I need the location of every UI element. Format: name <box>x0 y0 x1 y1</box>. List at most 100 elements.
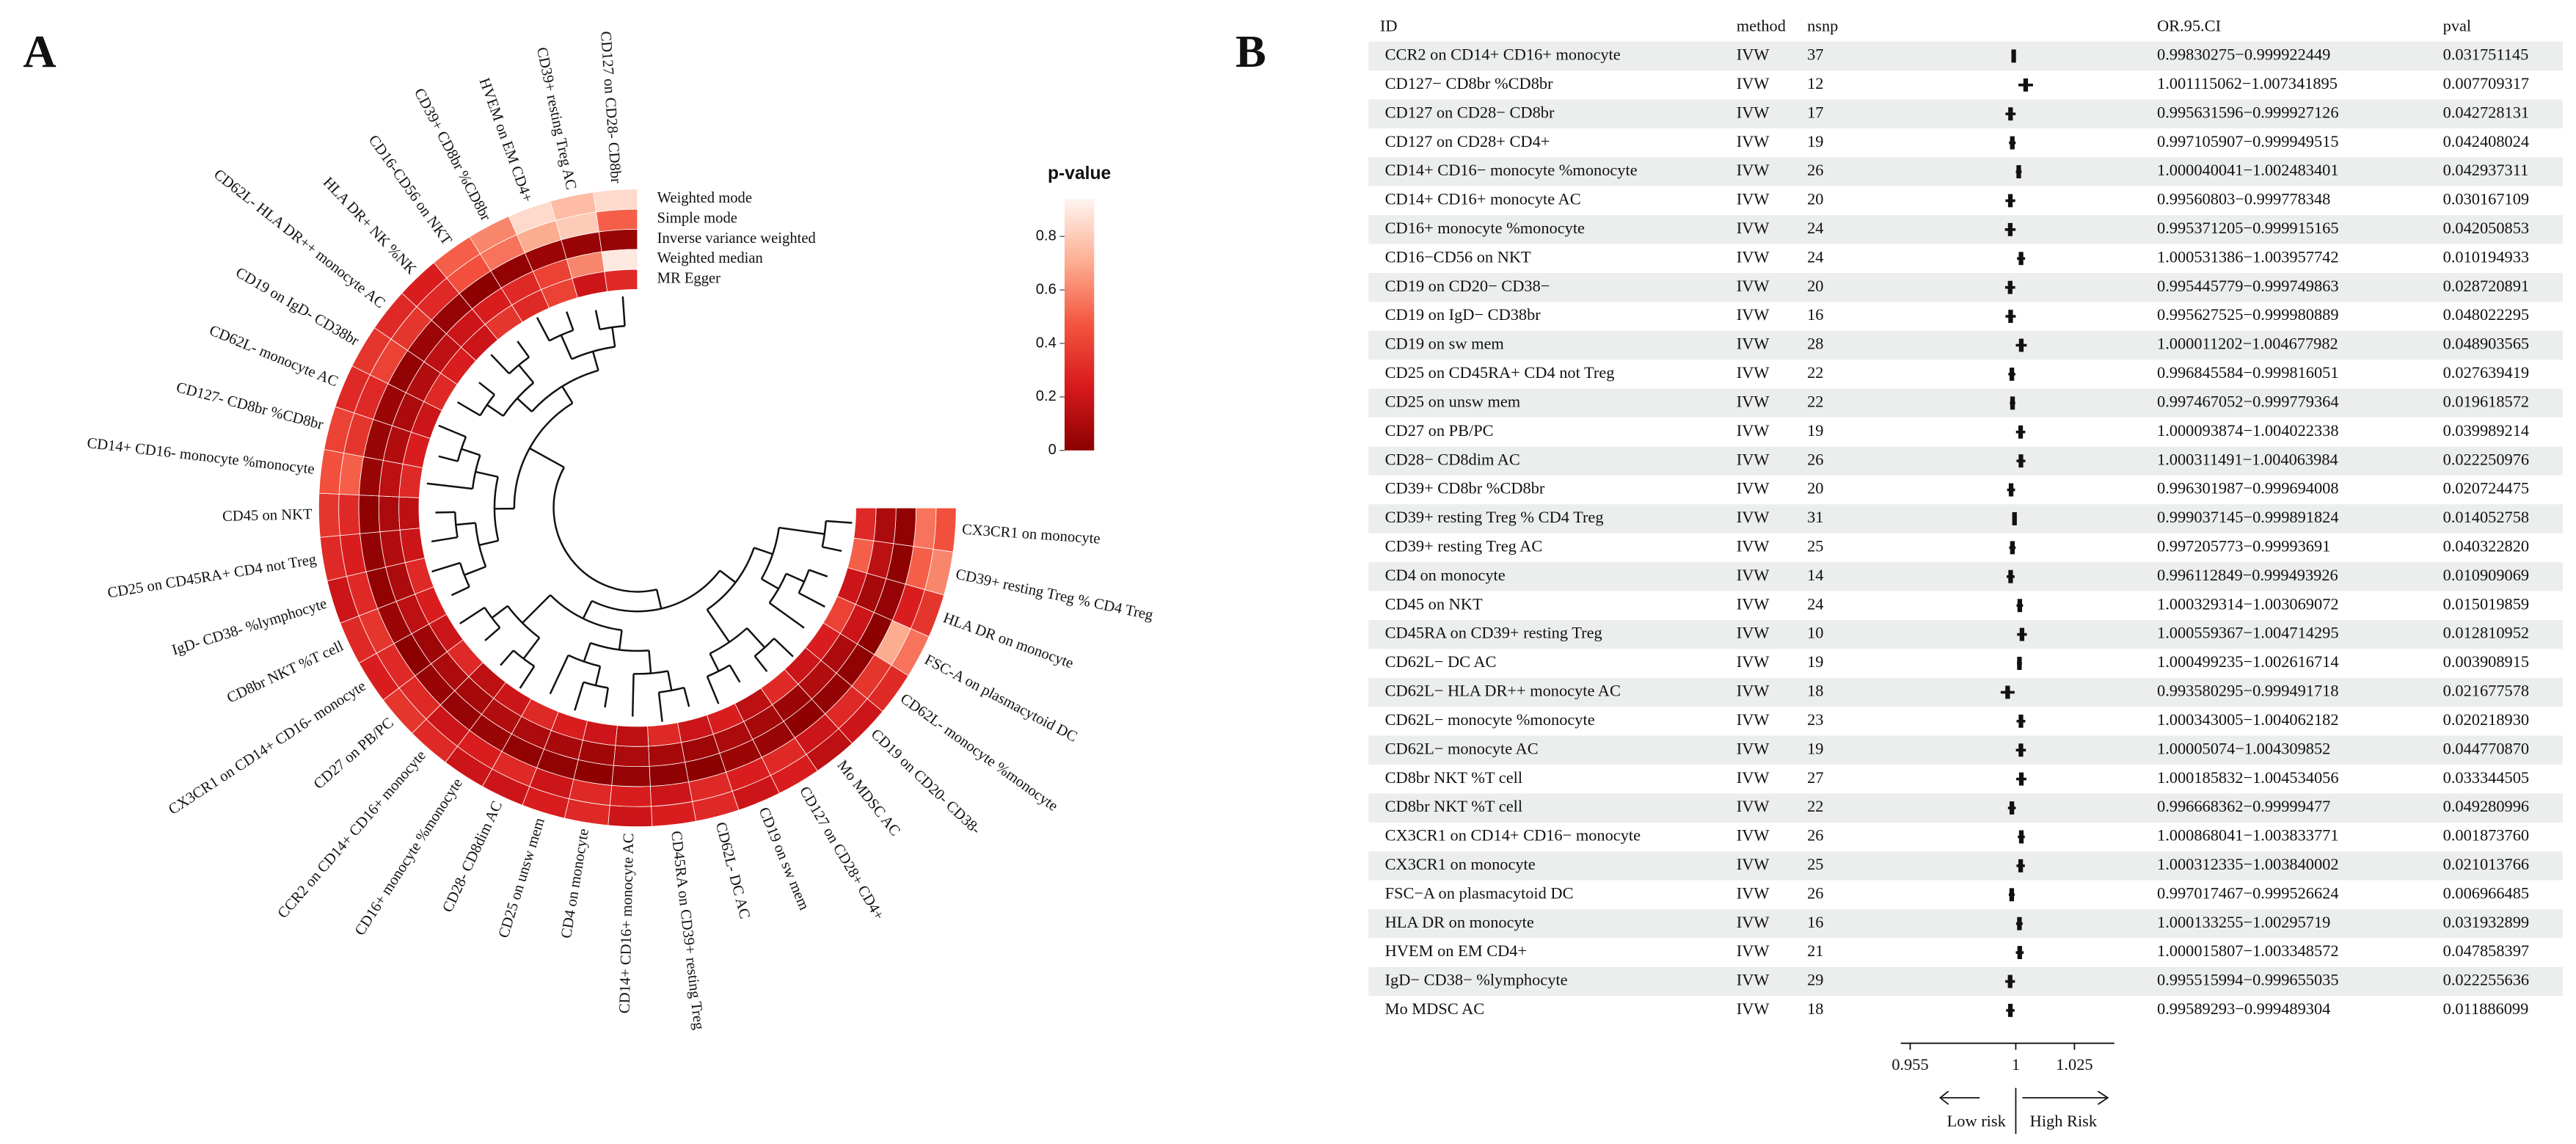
dendrogram-branch <box>822 546 842 553</box>
panel-label: B <box>1236 26 1266 77</box>
dendrogram-branch <box>561 385 574 404</box>
cell: 0.995445779−0.999749863 <box>2157 277 2339 295</box>
row-shade <box>1368 677 2564 707</box>
or-point <box>2007 974 2013 988</box>
dendrogram <box>426 296 853 722</box>
cell: 26 <box>1807 883 1823 902</box>
or-point <box>2008 483 2014 497</box>
cell: CD45 on NKT <box>1385 594 1483 613</box>
cell: 18 <box>1807 999 1823 1018</box>
or-point <box>2010 541 2015 555</box>
cell: 0.993580295−0.999491718 <box>2157 682 2339 700</box>
cell: 0.042728131 <box>2443 103 2529 121</box>
cell: 0.995515994−0.999655035 <box>2157 971 2339 989</box>
dendrogram-branch <box>456 522 476 526</box>
cell: 24 <box>1807 247 1823 266</box>
row-shade <box>1368 330 2564 360</box>
colorbar <box>1064 199 1095 451</box>
cell: 21 <box>1807 941 1823 960</box>
risk-arrows <box>1939 1087 2109 1134</box>
cell: 20 <box>1807 277 1823 295</box>
cell: 1.000343005−1.004062182 <box>2157 710 2339 729</box>
dendrogram-branch <box>754 547 773 555</box>
dendrogram-branch <box>821 520 827 547</box>
cell: CD127− CD8br %CD8br <box>1385 74 1553 92</box>
cell: 1.00005074−1.004309852 <box>2157 739 2330 757</box>
cell: CD16−CD56 on NKT <box>1385 247 1531 266</box>
cell: 16 <box>1807 305 1823 324</box>
cell: 1.000329314−1.003069072 <box>2157 594 2339 613</box>
cell: 0.997205773−0.99993691 <box>2157 537 2330 555</box>
cell: IVW <box>1737 247 1770 266</box>
cell: CD62L− DC AC <box>1385 652 1497 671</box>
cell: IVW <box>1737 103 1770 121</box>
dendrogram-branch <box>479 394 495 416</box>
trait-label: CX3CR1 on CD14+ CD16- monocyte <box>166 678 369 818</box>
heatmap-cell <box>893 507 916 547</box>
forest-table: ID method nsnp OR.95.CI pval CCR2 on CD14+ CD… <box>1368 16 2564 1134</box>
dendrogram-branch <box>667 671 673 691</box>
dendrogram-branch <box>768 573 787 604</box>
cell: CD14+ CD16− monocyte %monocyte <box>1385 161 1638 179</box>
cell: 0.012810952 <box>2443 624 2529 642</box>
cell: 0.996845584−0.999816051 <box>2157 363 2339 382</box>
cell: IVW <box>1737 652 1770 671</box>
cell: IVW <box>1737 508 1770 526</box>
column-header: nsnp <box>1807 16 1838 34</box>
cell: 19 <box>1807 652 1823 671</box>
dendrogram-branch <box>618 630 623 650</box>
dendrogram-branch <box>431 561 461 573</box>
dendrogram-branch <box>560 335 573 360</box>
dendrogram-branch <box>591 351 599 371</box>
trait-label: CD45RA on CD39+ resting Treg <box>668 830 707 1030</box>
cell: CD62L− HLA DR++ monocyte AC <box>1385 682 1621 700</box>
cell: CD8br NKT %T cell <box>1385 797 1522 815</box>
cell: 0.997017467−0.999526624 <box>2157 883 2339 902</box>
cell: IVW <box>1737 450 1770 468</box>
dendrogram-branch <box>512 649 535 667</box>
cell: CD62L− monocyte %monocyte <box>1385 710 1595 729</box>
cell: 0.022250976 <box>2443 450 2529 468</box>
cell: 0.996301987−0.999694008 <box>2157 479 2339 498</box>
heatmap-cell <box>613 745 650 767</box>
dendrogram-branch <box>707 664 731 677</box>
trait-label: HVEM on EM CD4+ <box>476 76 536 204</box>
cell: FSC−A on plasmacytoid DC <box>1385 883 1574 902</box>
or-point <box>2018 743 2024 757</box>
dendrogram-branch <box>450 586 470 597</box>
colorbar-tick-label: 0.4 <box>1036 335 1057 351</box>
or-point <box>2007 280 2013 294</box>
dendrogram-branch <box>459 606 486 624</box>
or-point <box>2018 772 2024 786</box>
cell: 22 <box>1807 392 1823 410</box>
trait-label: CD25 on unsw mem <box>496 816 548 940</box>
cell: 0.022255636 <box>2443 971 2529 989</box>
cell: 28 <box>1807 335 1823 353</box>
cell: IVW <box>1737 45 1770 64</box>
trait-label: CD4 on monocyte <box>558 828 592 940</box>
dendrogram-branch <box>786 572 805 583</box>
heatmap-cell <box>593 189 638 213</box>
cell: 1.000040041−1.002483401 <box>2157 161 2339 179</box>
cell: 0.010194933 <box>2443 247 2529 266</box>
cell: 0.99589293−0.999489304 <box>2157 999 2330 1018</box>
or-point <box>2009 801 2015 815</box>
cell: 0.996112849−0.999493926 <box>2157 566 2338 584</box>
cell: IVW <box>1737 335 1770 353</box>
cell: 23 <box>1807 710 1823 729</box>
cell: CD127 on CD28− CD8br <box>1385 103 1555 121</box>
cell: 0.030167109 <box>2443 190 2529 208</box>
dendrogram-branch <box>761 578 779 590</box>
trait-label: CD25 on CD45RA+ CD4 not Treg <box>106 551 318 601</box>
cell: 0.995371205−0.999915165 <box>2157 219 2339 237</box>
or-point <box>2009 888 2015 902</box>
dendrogram-branch <box>583 681 608 689</box>
dendrogram-branch <box>706 676 720 704</box>
cell: 1.000499235−1.002616714 <box>2157 652 2339 671</box>
colorbar-tick-label: 0.2 <box>1036 388 1057 404</box>
cell: 0.028720891 <box>2443 277 2529 295</box>
heatmap-cell <box>607 805 653 827</box>
or-point <box>2018 714 2024 728</box>
cell: 1.000011202−1.004677982 <box>2157 335 2338 353</box>
